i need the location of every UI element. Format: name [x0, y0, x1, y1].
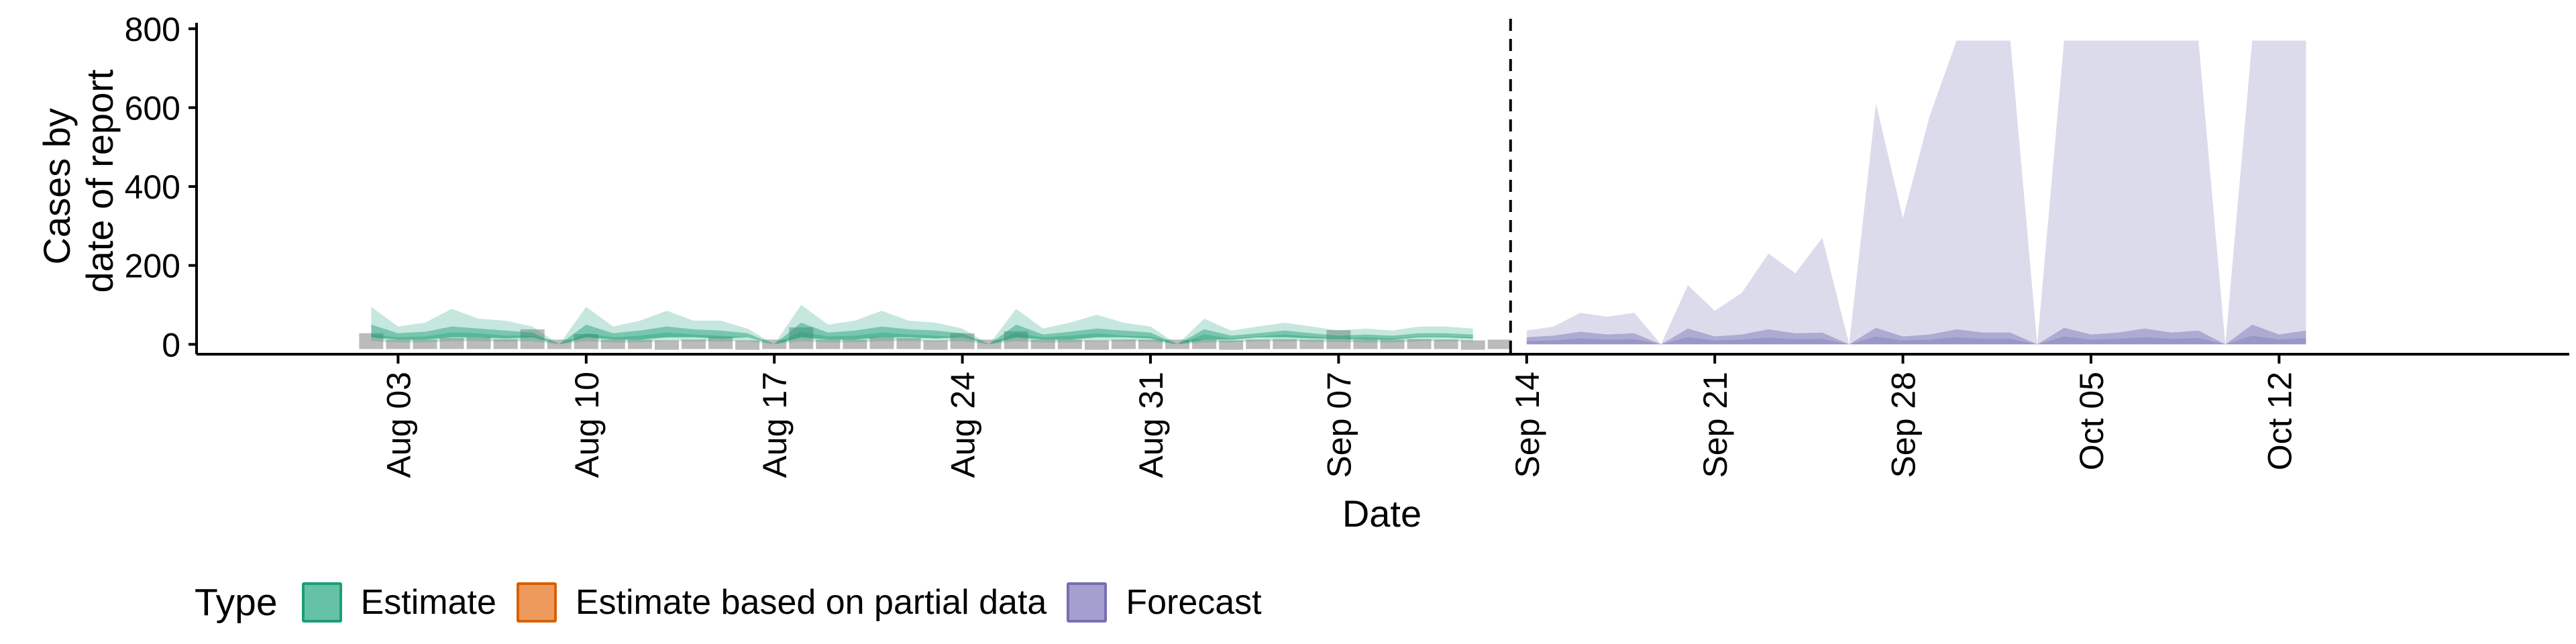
- forecast-inner-ribbon: [1526, 324, 2306, 345]
- x-ticks: Aug 03 Aug 10 Aug 17 Aug 24 Aug 31 Sep 07 Sep …: [380, 354, 2298, 478]
- x-tick-label: Oct 12: [2261, 372, 2298, 470]
- x-tick-label: Sep 28: [1885, 372, 1923, 478]
- series-layer: [371, 40, 2306, 345]
- x-tick-label: Aug 10: [568, 372, 606, 478]
- estimate-outer-ribbon: [371, 305, 1473, 345]
- x-axis-title: Date: [1342, 492, 1421, 535]
- reported-case-bar: [386, 339, 411, 350]
- y-axis-title-line-1: Cases by: [36, 108, 78, 264]
- legend-item-estimate-partial: Estimate based on partial data: [516, 582, 1047, 623]
- legend-label-forecast: Forecast: [1126, 583, 1262, 622]
- y-tick-label: 400: [125, 168, 180, 206]
- x-tick-label: Sep 07: [1320, 372, 1358, 478]
- reported-case-bar: [708, 337, 733, 350]
- legend-title: Type: [195, 581, 278, 624]
- reported-case-bar: [574, 333, 598, 350]
- legend-item-forecast: Forecast: [1067, 582, 1262, 623]
- reported-case-bar: [1353, 339, 1378, 350]
- y-ticks: 0 200 400 600 800: [125, 11, 197, 364]
- legend-item-estimate: Estimate: [301, 582, 496, 623]
- reported-cases-layer: [359, 327, 1512, 350]
- reported-case-bar: [1380, 339, 1405, 350]
- reported-case-bar: [1273, 339, 1297, 350]
- reported-case-bar: [1460, 340, 1485, 350]
- y-tick-label: 800: [125, 11, 180, 48]
- reported-case-bar: [1165, 339, 1190, 350]
- legend-key-forecast: [1067, 582, 1108, 623]
- reported-case-bar: [359, 333, 384, 350]
- reported-case-bar: [547, 339, 572, 350]
- reported-case-bar: [1111, 339, 1136, 350]
- reported-case-bar: [1030, 339, 1055, 350]
- x-tick-label: Aug 03: [380, 372, 417, 478]
- reported-case-bar: [466, 337, 491, 350]
- reported-case-bar: [654, 340, 679, 350]
- reported-case-bar: [1138, 339, 1163, 350]
- reported-case-bar: [843, 339, 867, 350]
- reported-case-bar: [1487, 339, 1512, 350]
- legend: Type Estimate Estimate based on partial …: [195, 578, 1282, 627]
- legend-key-estimate: [301, 582, 342, 623]
- x-tick-label: Oct 05: [2073, 372, 2110, 470]
- reported-case-bar: [439, 337, 464, 350]
- legend-key-estimate-partial: [516, 582, 557, 623]
- reported-case-bar: [1219, 340, 1244, 350]
- reported-case-bar: [1434, 339, 1458, 350]
- reported-case-bar: [1407, 339, 1432, 350]
- y-tick-label: 600: [125, 89, 180, 127]
- y-tick-label: 200: [125, 248, 180, 285]
- legend-label-estimate-partial: Estimate based on partial data: [575, 583, 1047, 622]
- y-axis-title-line-2: date of report: [78, 69, 121, 293]
- forecast-outer-ribbon: [1526, 40, 2306, 345]
- axes: [195, 23, 2569, 356]
- reported-case-bar: [762, 339, 787, 350]
- y-tick-label: 0: [162, 326, 180, 364]
- reported-case-bar: [600, 339, 625, 350]
- x-tick-label: Aug 24: [945, 372, 982, 478]
- reported-case-bar: [1299, 339, 1324, 350]
- reported-case-bar: [1246, 339, 1271, 350]
- x-tick-label: Sep 14: [1509, 372, 1546, 478]
- y-axis-title: Cases by date of report: [36, 69, 121, 293]
- reported-case-bar: [977, 339, 1002, 350]
- reported-case-bar: [413, 339, 437, 350]
- x-tick-label: Aug 31: [1132, 372, 1170, 478]
- reported-case-bar: [816, 339, 841, 350]
- reported-case-bar: [923, 340, 948, 350]
- reported-case-bar: [493, 339, 518, 350]
- reported-case-bar: [1004, 331, 1028, 350]
- estimate-inner-ribbon: [371, 323, 1473, 345]
- reported-case-bar: [1084, 340, 1109, 350]
- reported-case-bar: [1057, 339, 1082, 350]
- reported-case-bar: [682, 339, 706, 350]
- forecast-median-band: [1526, 335, 2306, 345]
- x-tick-label: Aug 17: [756, 372, 794, 478]
- reported-case-bar: [1192, 339, 1217, 350]
- legend-label-estimate: Estimate: [360, 583, 496, 622]
- reported-case-bar: [735, 340, 760, 350]
- reported-case-bar: [1326, 330, 1351, 350]
- reported-case-bar: [789, 327, 814, 350]
- reported-case-bar: [869, 337, 894, 350]
- reported-case-bar: [896, 337, 921, 350]
- reported-case-bar: [627, 339, 652, 350]
- reported-case-bar: [520, 329, 545, 350]
- x-tick-label: Sep 21: [1697, 372, 1734, 478]
- reported-case-bar: [950, 333, 975, 350]
